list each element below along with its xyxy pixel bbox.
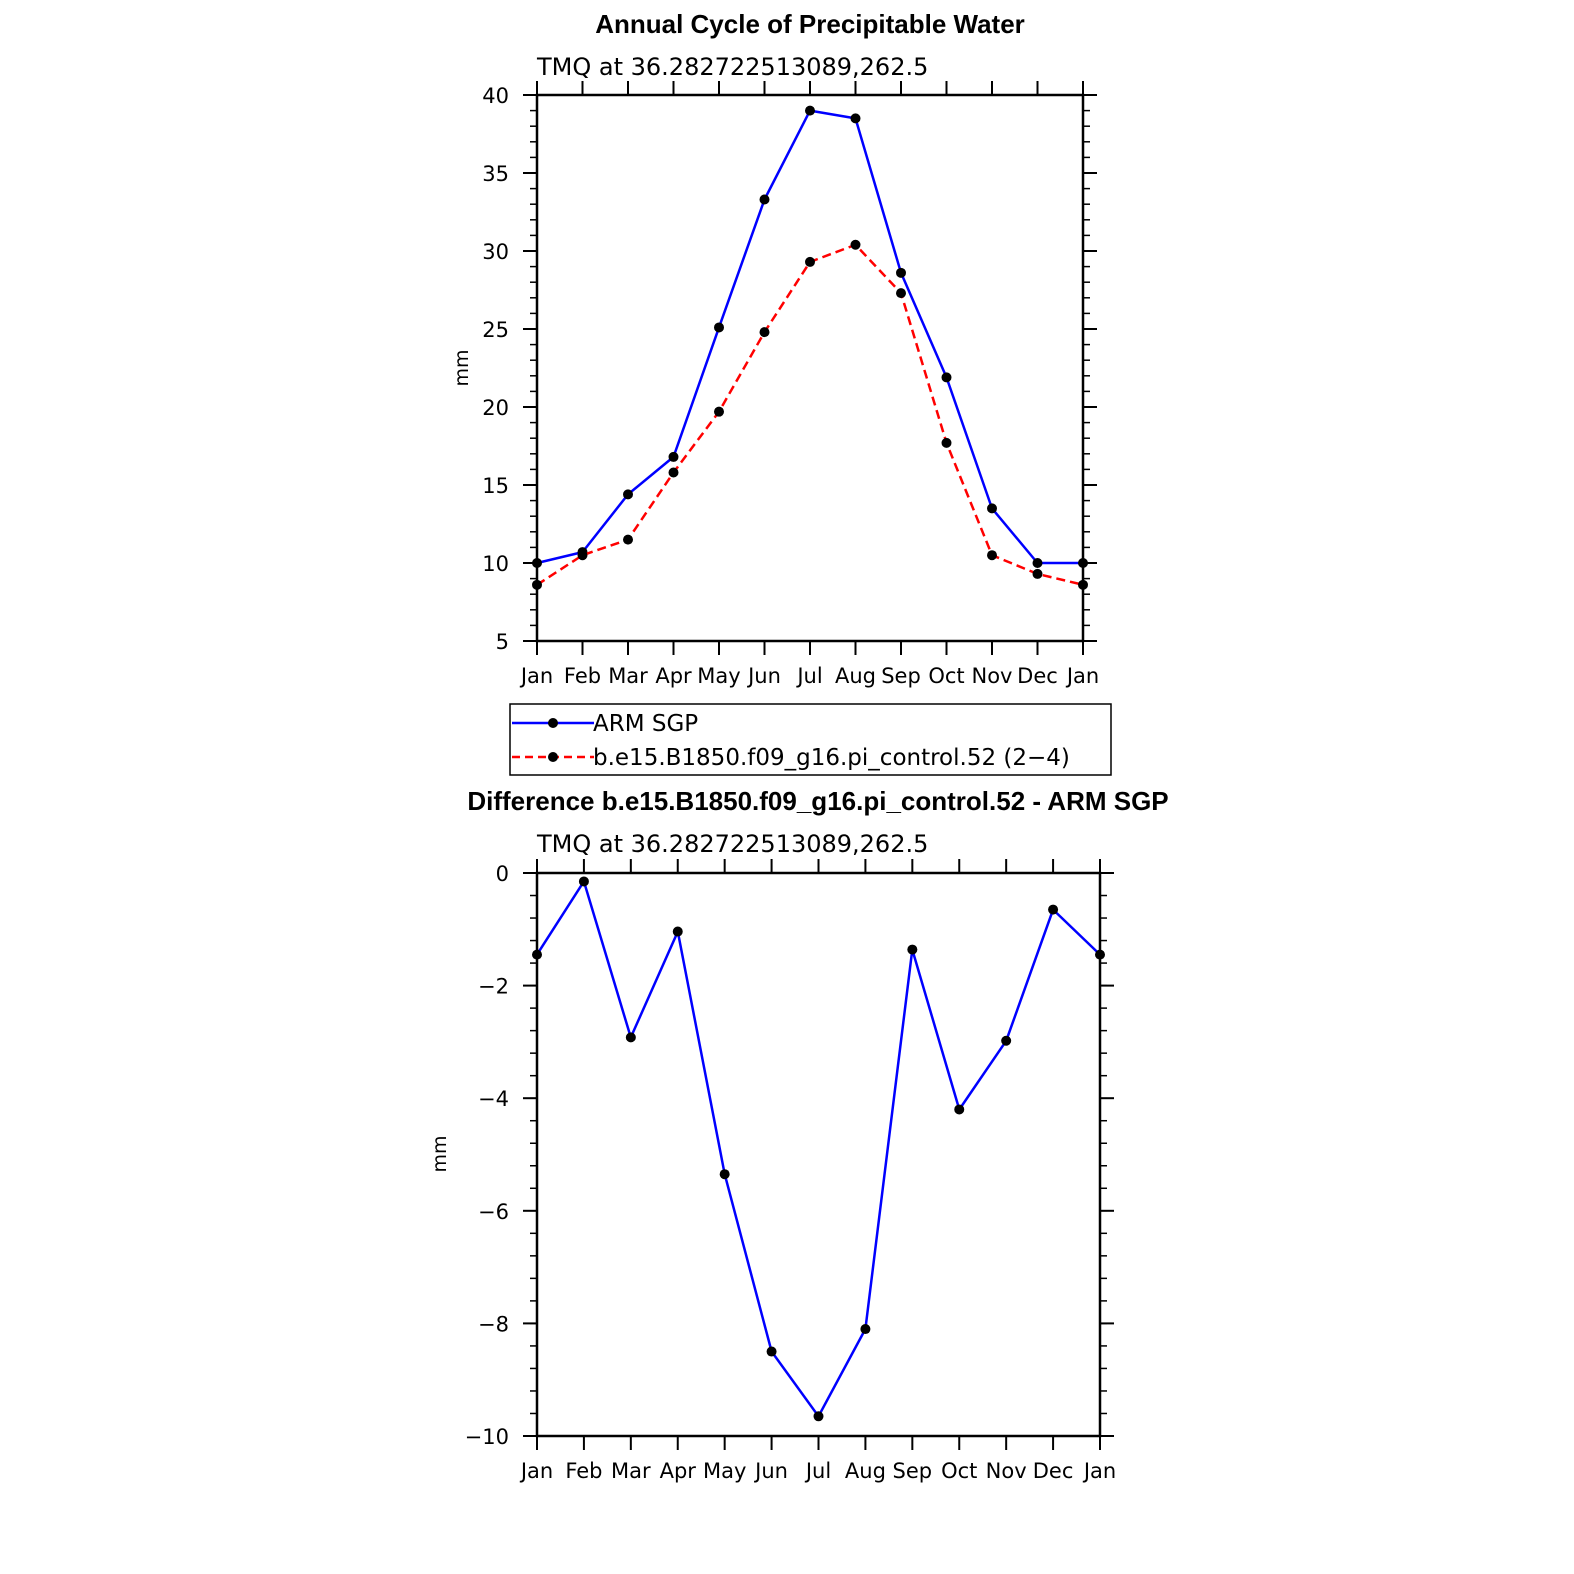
x-tick-label: Oct (941, 1459, 977, 1483)
data-point (941, 372, 952, 383)
legend-item-arm-sgp: ARM SGP (512, 711, 698, 737)
chart-title: Difference b.e15.B1850.f09_g16.pi_contro… (467, 786, 1168, 816)
x-tick-label: Nov (986, 1459, 1027, 1483)
x-tick-label: May (703, 1459, 746, 1483)
data-point (759, 327, 770, 338)
x-tick-label: Dec (1017, 664, 1058, 688)
x-tick-label: Apr (655, 664, 692, 688)
data-point (759, 194, 770, 205)
chart-subtitle: TMQ at 36.282722513089,262.5 (536, 53, 928, 81)
series-line-0 (535, 880, 1101, 1418)
y-tick-label: 15 (482, 474, 509, 498)
y-axis-label: mm (429, 1135, 451, 1172)
data-point (813, 1411, 824, 1422)
data-point (896, 267, 906, 278)
data-point (714, 406, 724, 417)
data-point (668, 451, 679, 462)
legend-marker-model (548, 752, 558, 762)
annual-cycle-chart: Annual Cycle of Precipitable Water TMQ a… (451, 9, 1099, 688)
data-point (668, 467, 679, 478)
x-tick-label: Dec (1033, 1459, 1074, 1483)
series-line-0 (536, 109, 1083, 565)
y-tick-label: −8 (478, 1312, 509, 1336)
x-tick-label: Mar (611, 1459, 651, 1483)
x-tick-label: Aug (835, 664, 876, 688)
data-point (577, 550, 588, 561)
x-tick-label: May (697, 664, 740, 688)
y-tick-label: 10 (482, 552, 509, 576)
data-point (766, 1346, 777, 1357)
data-point (805, 256, 815, 267)
difference-chart: Difference b.e15.B1850.f09_g16.pi_contro… (429, 786, 1169, 1483)
x-tick-label: Sep (893, 1459, 933, 1483)
y-tick-label: 40 (482, 84, 509, 108)
x-tick-label: Jun (746, 664, 781, 688)
data-point (850, 239, 861, 250)
x-tick-label: Feb (565, 1459, 602, 1483)
data-point (941, 437, 952, 448)
y-tick-label: −2 (478, 975, 509, 999)
data-point (1032, 568, 1043, 579)
y-axis-label: mm (451, 349, 473, 386)
x-tick-label: Jul (804, 1459, 831, 1483)
data-point (987, 503, 997, 514)
x-tick-label: Jan (519, 1459, 553, 1483)
plot-frame (535, 871, 1102, 1438)
legend-box (509, 703, 1112, 776)
y-tick-label: 20 (482, 396, 509, 420)
x-tick-label: Nov (972, 664, 1013, 688)
data-point (1032, 558, 1043, 568)
chart-subtitle: TMQ at 36.282722513089,262.5 (536, 830, 928, 858)
data-point (954, 1104, 965, 1115)
legend-marker-arm-sgp (548, 718, 558, 728)
legend: ARM SGP b.e15.B1850.f09_g16.pi_control.5… (509, 703, 1112, 776)
chart-title: Annual Cycle of Precipitable Water (595, 9, 1025, 39)
data-point (578, 876, 589, 887)
y-tick-label: 35 (482, 162, 509, 186)
data-point (625, 1032, 636, 1043)
data-point (850, 113, 861, 124)
data-point (623, 489, 633, 500)
data-point (805, 105, 815, 116)
y-tick-label: 25 (482, 318, 509, 342)
data-point (714, 322, 724, 333)
y-tick-label: 30 (482, 240, 509, 264)
series-line-1 (536, 243, 1084, 587)
x-tick-label: Jan (519, 664, 553, 688)
x-tick-label: Aug (845, 1459, 886, 1483)
x-tick-label: Jan (1082, 1459, 1116, 1483)
y-tick-label: 5 (496, 630, 509, 654)
x-tick-label: Sep (881, 664, 921, 688)
plot-frame (535, 93, 1085, 643)
x-tick-label: Jul (795, 664, 822, 688)
data-point (1001, 1035, 1012, 1046)
data-point (860, 1324, 871, 1335)
data-point (907, 944, 918, 955)
x-tick-label: Oct (928, 664, 964, 688)
legend-item-model: b.e15.B1850.f09_g16.pi_control.52 (2−4) (512, 745, 1070, 771)
x-tick-label: Mar (608, 664, 648, 688)
legend-label-arm-sgp: ARM SGP (593, 711, 698, 737)
y-tick-label: −10 (465, 1425, 509, 1449)
y-tick-label: −4 (478, 1087, 509, 1111)
legend-label-model: b.e15.B1850.f09_g16.pi_control.52 (2−4) (593, 745, 1070, 771)
x-tick-label: Feb (564, 664, 601, 688)
data-point (672, 926, 683, 937)
data-point (987, 550, 997, 561)
x-tick-label: Jun (753, 1459, 788, 1483)
data-point (1048, 904, 1059, 915)
data-point (719, 1169, 730, 1180)
y-tick-label: 0 (496, 862, 509, 886)
data-point (896, 288, 906, 299)
y-tick-label: −6 (478, 1200, 509, 1224)
data-point (623, 534, 633, 545)
x-tick-label: Jan (1065, 664, 1099, 688)
x-tick-label: Apr (660, 1459, 697, 1483)
